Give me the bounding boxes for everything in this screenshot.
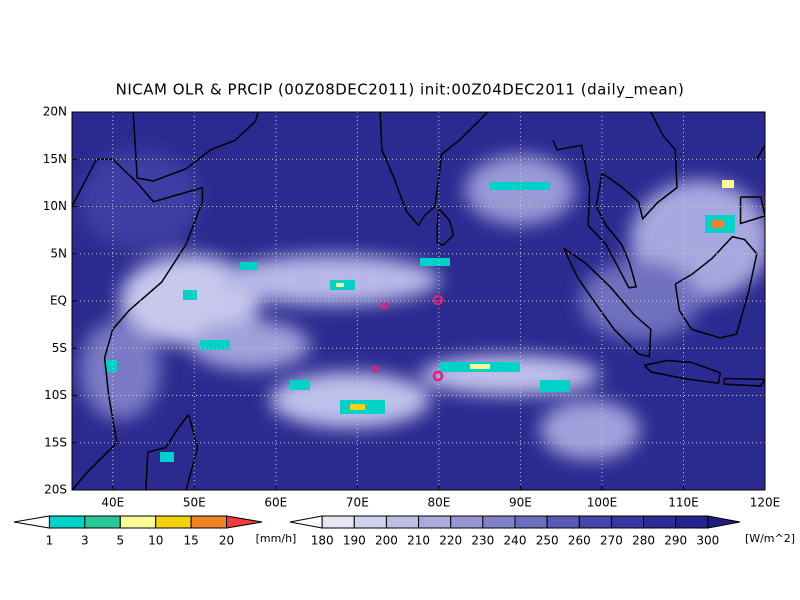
- colorbar-unit: [W/m^2]: [745, 532, 795, 545]
- lat-tick-label: 15N: [43, 152, 67, 166]
- lon-tick-label: 80E: [427, 496, 450, 510]
- colorbar-swatch: [514, 515, 548, 529]
- coastline: [436, 206, 455, 247]
- map-title: NICAM OLR & PRCIP (00Z08DEC2011) init:00…: [116, 81, 685, 100]
- coastline: [562, 247, 652, 358]
- colorbar-swatch: [190, 515, 228, 529]
- lon-tick-label: 120E: [750, 496, 781, 510]
- colorbar-swatch: [385, 515, 420, 529]
- colorbar-label: 280: [632, 534, 655, 548]
- lon-tick-label: 90E: [509, 496, 532, 510]
- colorbar-label: 250: [536, 534, 559, 548]
- lat-tick-label: 20N: [43, 105, 67, 119]
- colorbar-label: 210: [407, 534, 430, 548]
- colorbar-swatch: [155, 515, 192, 529]
- colorbar-label: 15: [184, 534, 199, 548]
- coastline: [379, 112, 489, 227]
- colorbar-label: 1: [46, 534, 54, 548]
- colorbar-swatch: [119, 515, 157, 529]
- lon-tick-label: 60E: [264, 496, 287, 510]
- colorbar-label: 270: [600, 534, 623, 548]
- station-markers: [372, 294, 444, 382]
- colorbar-label: 290: [664, 534, 687, 548]
- precip-colorbar: 1 3 5 10 15 20 [mm/h]: [13, 515, 297, 548]
- colorbar-swatch: [321, 515, 355, 529]
- coastline: [764, 310, 765, 314]
- colorbar-label: 190: [343, 534, 366, 548]
- colorbar-unit: [mm/h]: [256, 532, 297, 545]
- lat-tick-label: 10N: [43, 199, 67, 213]
- colorbar-swatch: [643, 515, 677, 529]
- colorbar-swatch: [353, 515, 387, 529]
- lat-tick-label: 15S: [44, 435, 67, 449]
- colorbar-swatch: [13, 515, 50, 529]
- map-area: [72, 112, 765, 490]
- colorbar-swatch: [578, 515, 612, 529]
- olr-colorbar: 180 190 200 210 220 230 240 250 260 270 280 290 300 […: [289, 515, 795, 548]
- lon-tick-label: 110E: [668, 496, 699, 510]
- coastline: [739, 196, 765, 225]
- coastline: [145, 413, 199, 490]
- colorbar-swatch: [482, 515, 516, 529]
- colorbar-swatch: [610, 515, 645, 529]
- lon-tick-label: 70E: [346, 496, 369, 510]
- grid: [72, 112, 765, 490]
- colorbar-label: 20: [219, 534, 234, 548]
- colorbar-label: 5: [116, 534, 124, 548]
- coastline: [723, 377, 765, 387]
- colorbar-label: 3: [81, 534, 89, 548]
- colorbar-label: 10: [148, 534, 163, 548]
- coastline: [132, 112, 259, 182]
- axes: 40E 50E 60E 70E 80E 90E 100E 110E 120E 20N 15N 10N 5…: [43, 105, 781, 510]
- rain-cells: [105, 180, 735, 462]
- colorbar-label: 180: [311, 534, 334, 548]
- colorbar-swatch: [48, 515, 86, 529]
- lon-tick-label: 50E: [183, 496, 206, 510]
- coastline: [674, 235, 758, 339]
- colorbar-swatch: [675, 515, 709, 529]
- colorbar-label: 260: [568, 534, 591, 548]
- colorbar-swatch: [226, 515, 263, 529]
- colorbar-label: 230: [471, 534, 494, 548]
- colorbar-swatch: [450, 515, 484, 529]
- lat-tick-label: 20S: [44, 483, 67, 497]
- colorbar-label: 200: [375, 534, 398, 548]
- coastline: [643, 359, 721, 385]
- lon-tick-label: 40E: [101, 496, 124, 510]
- lat-tick-label: 5N: [50, 246, 67, 260]
- colorbar-swatch: [84, 515, 121, 529]
- lat-tick-label: 5S: [52, 341, 67, 355]
- colorbar-swatch: [289, 515, 323, 529]
- lon-tick-label: 100E: [587, 496, 618, 510]
- colorbar-swatch: [707, 515, 741, 529]
- lat-tick-label: 10S: [44, 388, 67, 402]
- coastline: [72, 158, 204, 490]
- colorbar-label: 220: [439, 534, 462, 548]
- colorbar-label: 240: [504, 534, 527, 548]
- coastline: [756, 143, 765, 160]
- lat-tick-label: EQ: [50, 294, 67, 308]
- colorbar-swatch: [546, 515, 580, 529]
- colorbar-swatch: [418, 515, 452, 529]
- colorbar-label: 300: [696, 534, 719, 548]
